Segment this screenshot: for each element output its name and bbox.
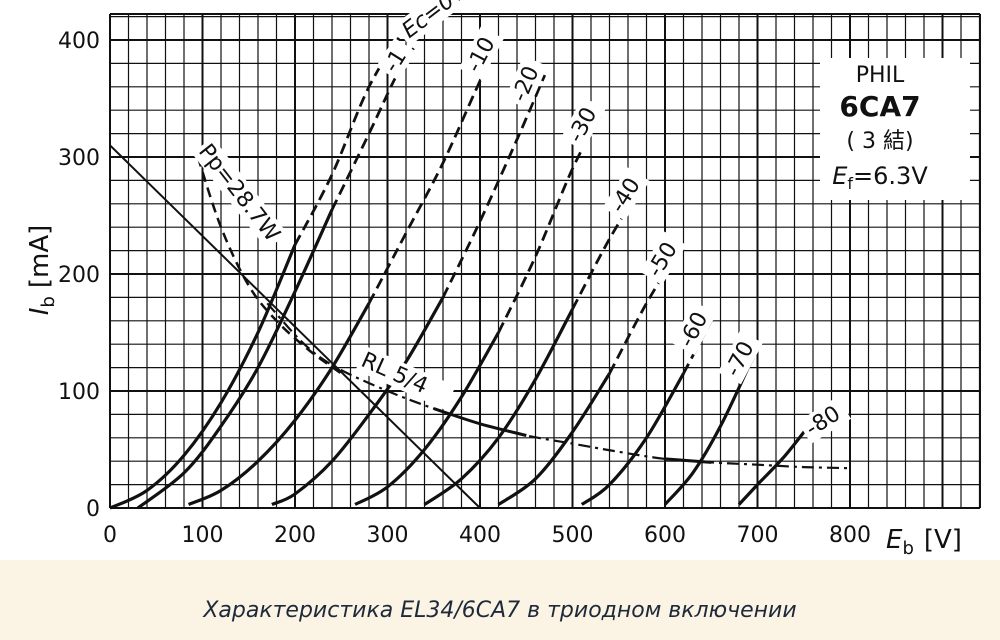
curve-label-bg [458, 26, 504, 81]
x-tick-label: 600 [644, 523, 686, 548]
curve-label-bg [602, 167, 650, 221]
curve-solid [187, 302, 371, 506]
info-filament-sub: f [847, 174, 853, 193]
curve-label-bg [376, 37, 417, 81]
x-tick-label: 500 [552, 523, 594, 548]
curves-layer [109, 9, 851, 510]
x-tick-label: 200 [274, 523, 316, 548]
info-box-background [820, 58, 970, 200]
y-tick-label: 300 [58, 146, 100, 171]
x-tick-label: 300 [367, 523, 409, 548]
chart-card: 0 100 200 300 400 500 600 700 800 0 100 200 300 400 E… [0, 0, 1000, 560]
rl-label-bg [355, 346, 456, 410]
curve-solid [423, 308, 574, 506]
rl-curve-solid-part [433, 407, 527, 437]
pp-label-bg [191, 137, 288, 250]
curve-solid [580, 372, 685, 506]
pp-curve [196, 156, 343, 375]
curve-dashed [441, 74, 547, 299]
x-tick-label: 800 [829, 523, 871, 548]
curve-solid [354, 331, 500, 506]
svg-text:Ib[mA]: Ib [mA] [25, 225, 59, 316]
curve-label-bg [671, 301, 717, 356]
x-tick-label: 100 [182, 523, 224, 548]
y-tick-label: 0 [86, 497, 100, 522]
y-tick-label: 100 [58, 380, 100, 405]
y-axis-label-main: I [25, 308, 55, 316]
curve-dashed [330, 45, 417, 211]
curve-solid [737, 419, 815, 506]
x-axis-label-main: E [886, 525, 903, 555]
info-maker: PHIL [856, 63, 905, 88]
x-tick-label: 700 [737, 523, 779, 548]
curve-solid [497, 372, 611, 506]
curve-solid [136, 209, 334, 510]
y-tick-label: 200 [58, 263, 100, 288]
y-axis-label-unit: [mA] [25, 225, 55, 288]
info-filament: Ef=6.3V [832, 162, 928, 193]
y-axis-label-sub: b [38, 296, 59, 307]
load-line [109, 144, 481, 509]
chart-svg: 0 100 200 300 400 500 600 700 800 0 100 200 300 400 E… [25, 0, 981, 559]
y-tick-label: 400 [58, 29, 100, 54]
info-tube: 6CA7 [839, 90, 920, 123]
tick-labels: 0 100 200 300 400 500 600 700 800 0 100 200 300 400 [58, 29, 871, 548]
curve-label-bg [504, 55, 548, 110]
rl-curve-solid-part [664, 457, 712, 464]
info-connection: ( 3 結) [846, 129, 913, 154]
chart-caption: Характеристика EL34/6CA7 в триодном вклю… [203, 598, 797, 623]
curve-label-bg [393, 0, 468, 46]
curve-label-bg [717, 330, 763, 385]
curve-label-bg [560, 96, 606, 151]
x-axis-label: Eb [V] [886, 525, 962, 559]
rl-curve [266, 302, 851, 470]
info-filament-value: =6.3V [853, 162, 928, 190]
curve-dashed [293, 9, 430, 246]
curve-solid [663, 366, 750, 506]
curve-solid [109, 244, 297, 510]
info-box: PHIL 6CA7 ( 3 結) Ef=6.3V [820, 58, 970, 200]
y-axis-label: Ib [mA] [25, 225, 59, 316]
curve-label-bg [797, 396, 852, 444]
curve-solid [271, 296, 445, 506]
x-axis-label-sub: b [902, 538, 913, 559]
x-tick-label: 400 [459, 523, 501, 548]
curve-label-bg [639, 231, 687, 286]
x-axis-label-unit: [V] [924, 525, 962, 555]
x-tick-label: 0 [103, 523, 117, 548]
info-filament-main: E [832, 162, 848, 190]
